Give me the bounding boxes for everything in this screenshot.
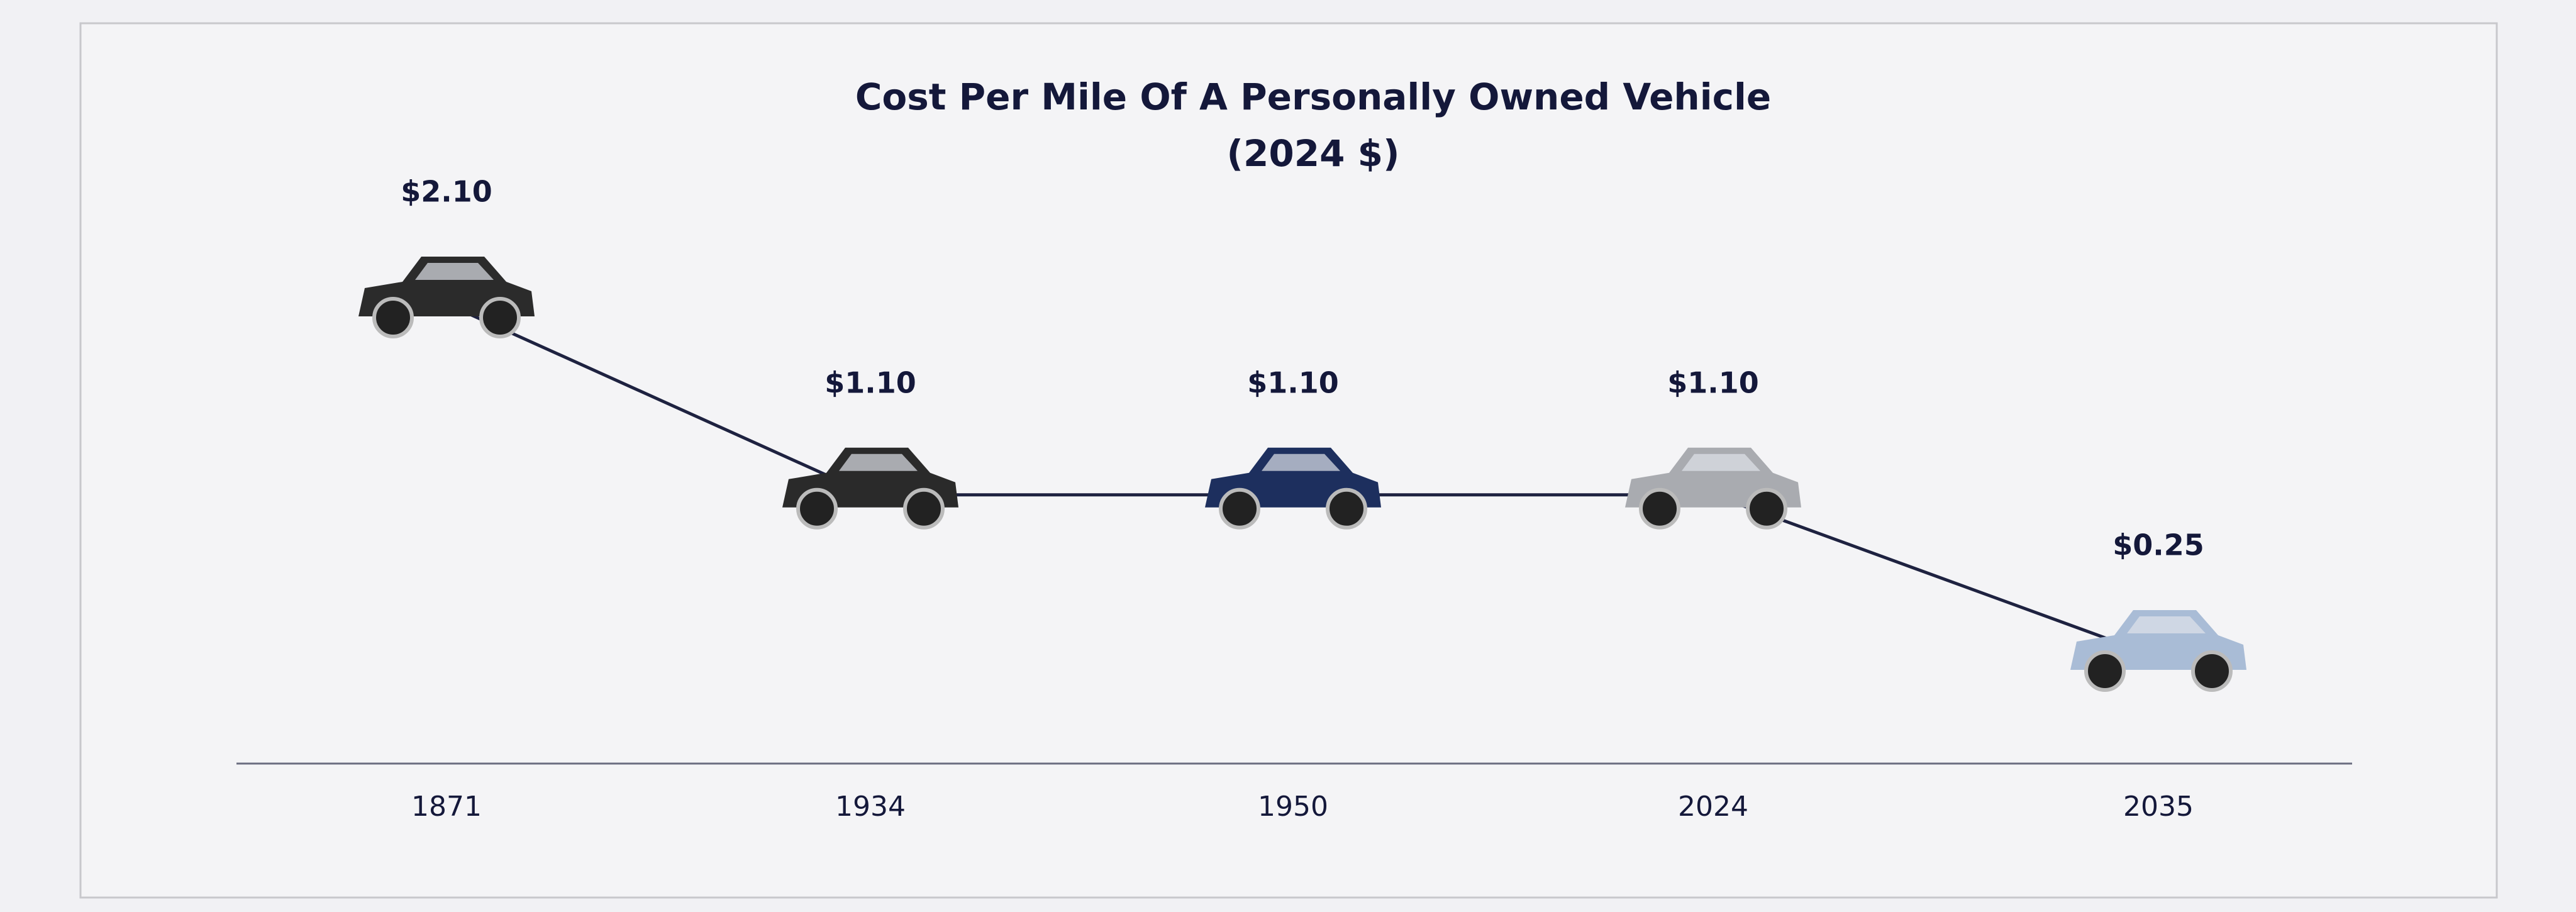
vehicle-wheel (903, 487, 945, 530)
value-label: $1.10 (1247, 365, 1339, 399)
value-label: $1.10 (1667, 365, 1759, 399)
vehicle-wheel (2084, 650, 2126, 692)
chart-title: Cost Per Mile Of A Personally Owned Vehi… (855, 75, 1771, 118)
vehicle-wheel (1326, 487, 1367, 530)
vehicle-window (1682, 453, 1760, 471)
x-tick-label: 1871 (411, 791, 482, 823)
vehicle-wheel (2191, 650, 2233, 692)
vehicle (1625, 447, 1801, 530)
x-tick-label: 1934 (835, 791, 906, 823)
value-label: $1.10 (824, 365, 916, 399)
vehicle-wheel (796, 487, 838, 530)
x-tick-label: 2035 (2123, 791, 2194, 823)
vehicle-window (839, 453, 918, 471)
vehicle (358, 257, 535, 338)
vehicle (2070, 610, 2246, 692)
chart-subtitle: (2024 $) (1227, 132, 1400, 175)
vehicle-wheel (1219, 487, 1260, 530)
vehicle-wheel (479, 297, 521, 338)
vehicle (782, 447, 958, 530)
value-label: $0.25 (2112, 528, 2204, 562)
vehicle-wheel (372, 297, 414, 338)
x-tick-label: 1950 (1258, 791, 1328, 823)
value-label: $2.10 (401, 175, 492, 209)
vehicle-wheel (1746, 487, 1787, 530)
vehicle-window (2127, 616, 2206, 633)
vehicle-wheel (1639, 487, 1680, 530)
vehicle-window (1262, 453, 1340, 471)
x-tick-label: 2024 (1678, 791, 1748, 823)
vehicle-window (415, 263, 494, 280)
vehicle (1205, 447, 1381, 530)
